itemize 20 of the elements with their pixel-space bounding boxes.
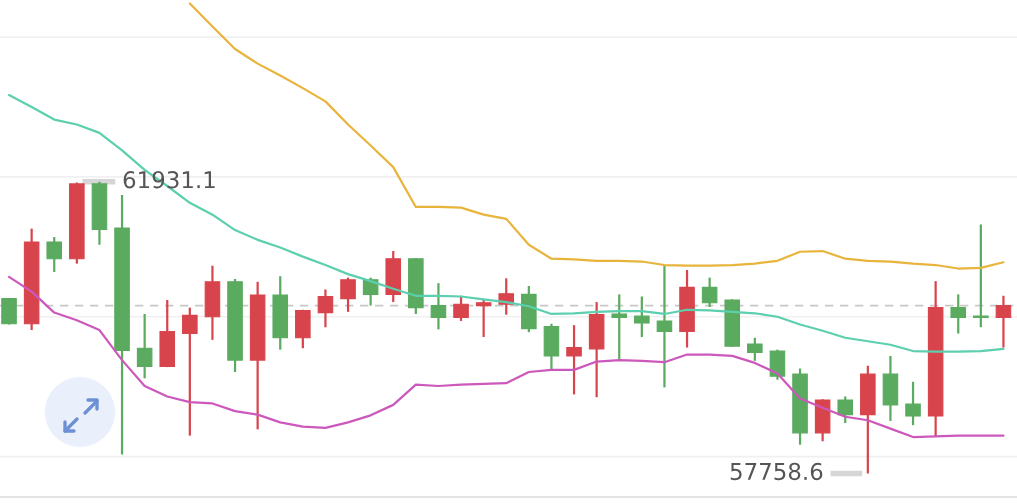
- candlestick: [905, 380, 921, 427]
- candlestick: [837, 395, 854, 425]
- candlestick: [362, 276, 379, 307]
- candlestick: [973, 223, 989, 329]
- candlestick: [340, 276, 356, 313]
- annotation: 57758.6: [730, 462, 823, 481]
- candlestick: [995, 294, 1012, 349]
- candlestick: [701, 276, 718, 309]
- candlestick: [430, 282, 447, 331]
- candlestick: [634, 295, 650, 339]
- candlestick: [611, 293, 628, 362]
- candlestick: [656, 263, 673, 389]
- candlestick: [950, 293, 967, 335]
- candlestick: [475, 298, 492, 339]
- candlestick: [317, 288, 334, 329]
- candlestick: [182, 306, 198, 437]
- candlestick: [136, 312, 153, 380]
- candlestick: [747, 336, 763, 362]
- candlestick: [566, 324, 582, 396]
- candlestick: [46, 235, 63, 274]
